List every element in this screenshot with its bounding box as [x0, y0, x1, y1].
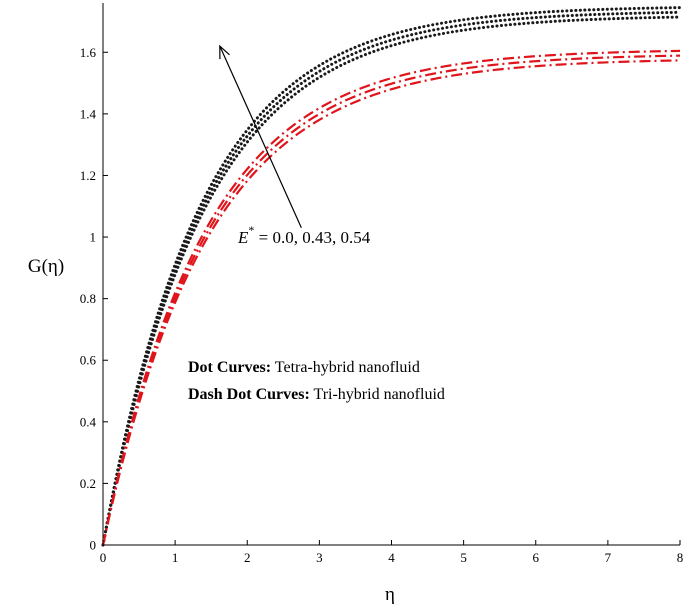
x-tick-label-2: 2 [244, 550, 251, 565]
y-tick-label-5: 1 [90, 230, 97, 245]
annotation-arrowhead [219, 44, 230, 60]
x-tick-label-5: 5 [460, 550, 467, 565]
x-tick-label-1: 1 [172, 550, 179, 565]
annotation-arrow [219, 45, 302, 229]
y-tick-label-7: 1.4 [80, 106, 97, 121]
legend-entry-1-bold: Dash Dot Curves: [188, 386, 310, 403]
series-line-2 [101, 6, 682, 547]
y-tick-label-3: 0.6 [80, 353, 97, 368]
y-tick-label-6: 1.2 [80, 168, 96, 183]
legend-entry-0: Dot Curves: Tetra-hybrid nanofluid [188, 359, 420, 376]
x-tick-label-8: 8 [677, 550, 684, 565]
legend-entry-0-bold: Dot Curves: [188, 359, 271, 376]
y-tick-label-2: 0.4 [80, 414, 97, 429]
x-axis-ticks: 0 1 2 3 4 5 6 7 8 [100, 540, 684, 565]
series-line-5 [101, 49, 681, 546]
legend-entry-1-text: Tri-hybrid nanofluid [310, 386, 445, 403]
annotation-text: E* = 0.0, 0.43, 0.54 [237, 223, 371, 247]
series-line-3 [101, 59, 681, 546]
x-axis-label: η [385, 584, 395, 605]
y-axis-label: G(η) [28, 256, 64, 277]
annotation-symbol: E [237, 228, 249, 247]
x-tick-label-4: 4 [388, 550, 395, 565]
x-tick-label-7: 7 [605, 550, 612, 565]
annotation: E* = 0.0, 0.43, 0.54 [219, 44, 371, 247]
annotation-superscript: * [248, 223, 254, 237]
y-tick-label-4: 0.8 [80, 291, 96, 306]
annotation-values: = 0.0, 0.43, 0.54 [254, 228, 370, 247]
x-tick-label-3: 3 [316, 550, 323, 565]
y-axis-ticks: 0 0.2 0.4 0.6 0.8 1 1.2 1.4 1.6 [80, 45, 108, 553]
legend-entry-1: Dash Dot Curves: Tri-hybrid nanofluid [188, 386, 445, 403]
legend: Dot Curves: Tetra-hybrid nanofluid Dash … [188, 359, 445, 403]
series-line-4 [101, 54, 681, 546]
series-layer [101, 6, 682, 547]
legend-entry-0-text: Tetra-hybrid nanofluid [271, 359, 420, 376]
series-line-0 [101, 15, 682, 547]
y-tick-label-8: 1.6 [80, 45, 97, 60]
x-tick-label-6: 6 [533, 550, 540, 565]
series-line-1 [101, 10, 682, 547]
y-tick-label-0: 0 [90, 538, 97, 553]
x-tick-label-0: 0 [100, 550, 107, 565]
y-tick-label-1: 0.2 [80, 476, 96, 491]
